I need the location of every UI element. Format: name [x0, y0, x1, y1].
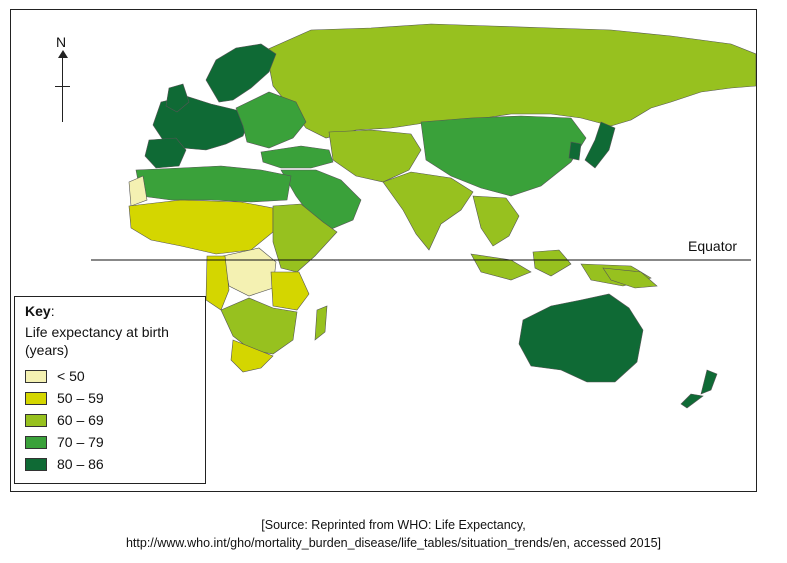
key-title: Key:	[25, 303, 195, 319]
key-rows: < 50 50 – 59 60 – 69 70 – 79 80 – 86	[25, 365, 195, 475]
region-central-south-africa	[205, 255, 310, 311]
region-west-africa	[128, 199, 274, 255]
region-australia	[518, 293, 644, 383]
key-row-60-69: 60 – 69	[25, 409, 195, 431]
swatch-50-59	[25, 391, 47, 405]
north-arrow-head-icon	[58, 50, 68, 58]
region-north-africa	[135, 165, 292, 203]
region-south-asia	[382, 171, 474, 251]
key-row-70-79: 70 – 79	[25, 431, 195, 453]
key-title-text: Key	[25, 303, 51, 319]
map-key: Key: Life expectancy at birth (years) < …	[14, 296, 206, 484]
key-label-lt50: < 50	[57, 368, 85, 384]
north-arrow-crossbar	[55, 86, 70, 87]
source-line-1: [Source: Reprinted from WHO: Life Expect…	[261, 518, 526, 532]
north-label: N	[56, 34, 67, 50]
region-turkey	[260, 145, 334, 169]
region-png	[602, 267, 658, 289]
key-label-80-86: 80 – 86	[57, 456, 104, 472]
equator-label: Equator	[688, 238, 738, 254]
key-label-70-79: 70 – 79	[57, 434, 104, 450]
north-arrow: N	[51, 34, 75, 124]
swatch-80-86	[25, 457, 47, 471]
region-scandinavia	[205, 43, 277, 103]
key-title-suffix: :	[50, 303, 55, 319]
region-western-sahara	[128, 175, 148, 207]
key-label-50-59: 50 – 59	[57, 390, 104, 406]
region-southern-africa	[220, 297, 298, 355]
source-line-2: http://www.who.int/gho/mortality_burden_…	[125, 536, 662, 550]
key-row-50-59: 50 – 59	[25, 387, 195, 409]
swatch-lt50	[25, 369, 47, 383]
region-new-zealand	[680, 369, 718, 409]
region-uk	[165, 83, 190, 113]
region-arabia	[280, 169, 362, 231]
swatch-60-69	[25, 413, 47, 427]
key-label-60-69: 60 – 69	[57, 412, 104, 428]
region-se-asia	[472, 195, 520, 247]
region-korea	[568, 141, 582, 161]
region-eastern-europe	[235, 91, 307, 149]
key-subtitle: Life expectancy at birth (years)	[25, 324, 169, 358]
region-east-africa	[272, 203, 338, 273]
swatch-70-79	[25, 435, 47, 449]
region-china	[420, 115, 587, 197]
region-japan	[584, 121, 616, 169]
region-central-asia	[328, 129, 422, 183]
region-madagascar	[314, 305, 328, 341]
key-row-lt50: < 50	[25, 365, 195, 387]
region-central-africa	[222, 247, 277, 297]
key-row-80-86: 80 – 86	[25, 453, 195, 475]
north-arrow-line	[62, 52, 63, 122]
region-iberia	[144, 137, 187, 169]
region-south-africa	[230, 339, 274, 373]
world-map	[91, 23, 756, 409]
